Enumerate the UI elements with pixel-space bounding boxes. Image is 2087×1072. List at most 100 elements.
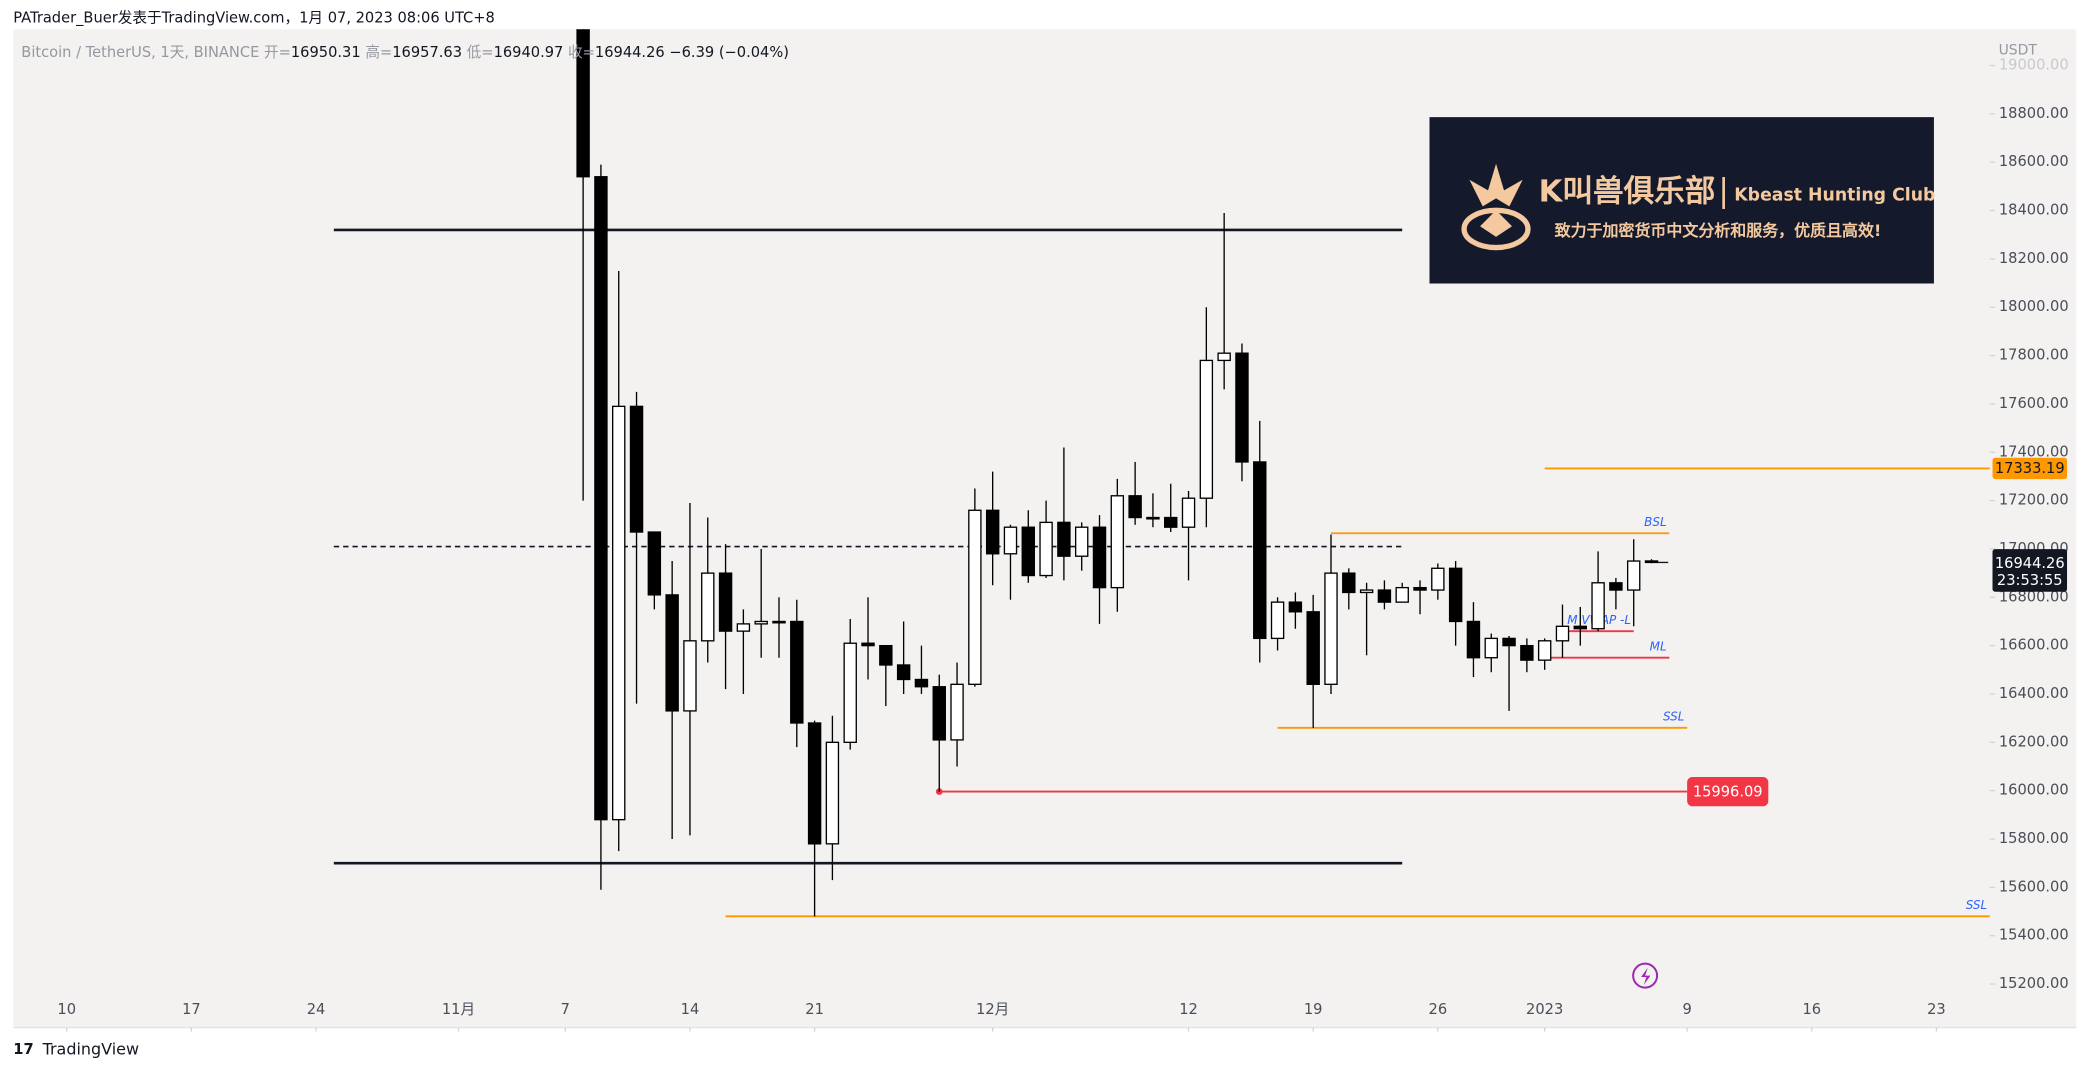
level-label: ML [1650,640,1667,654]
candle-body [612,405,626,821]
x-tick-label: 12月 [976,1001,1009,1018]
candle-body [1110,495,1125,589]
candle-body [594,176,608,821]
legend-ohlc-value: 16957.63 [392,44,462,61]
candle-body [807,722,822,845]
banner: K叫兽俱乐部 Kbeast Hunting Club 致力于加密货币中文分析和服… [1429,117,1935,284]
legend-ohlc-label: 高= [365,44,392,61]
candle-body [1217,352,1231,362]
candle-body [576,29,590,178]
y-tick-label: 16800.00 [1999,588,2069,605]
level-label: SSL [1966,898,1987,912]
legend-change: −6.39 (−0.04%) [669,44,789,61]
legend-ohlc-label: 低= [467,44,494,61]
candle-body [1288,601,1303,613]
candle-body [1626,560,1641,591]
candle-body [1003,526,1018,555]
legend-ohlc-label: 收= [568,44,595,61]
overlay: 15200.00 15400.00 15600.00 15800.00 16000.00… [21,44,2069,1032]
y-tick-label: 17400.00 [1999,443,2069,460]
candle-body [1573,625,1588,630]
candle-body [1128,495,1142,519]
legend-ohlc-value: 16944.26 [595,44,665,61]
x-tick-label: 9 [1682,1001,1691,1018]
x-tick-label: 21 [805,1001,824,1018]
candle-body [1520,644,1534,661]
footer: 𝟭𝟳 TradingView [13,1040,139,1059]
price-tag [1687,776,1769,807]
x-tick-label: 14 [681,1001,700,1018]
candle-body [1270,601,1285,640]
candle-body [1253,461,1267,640]
candle-body [932,686,946,741]
candle-body [1074,526,1089,557]
y-tick-label: 18600.00 [1999,153,2069,170]
candle-body [718,572,733,632]
last-price-label: 16944.26 [1995,555,2065,572]
candle-body [1199,359,1214,499]
candle-body [1092,526,1107,589]
logo-horns [1469,163,1523,207]
y-tick-label: 15200.00 [1999,975,2069,992]
candle-body [1466,620,1481,659]
candle-body [1502,637,1516,647]
candle-body [1306,611,1320,685]
level-label: SSL [1663,710,1684,724]
banner-title: K叫兽俱乐部 [1539,175,1716,210]
candle-body [1448,567,1463,623]
price-tag-label: 17333.19 [1995,460,2065,477]
candle-body [790,620,804,724]
price-tag [1992,457,2068,480]
candle-body [736,623,751,632]
y-tick-label: 15400.00 [1999,927,2069,944]
candle-body [701,572,715,642]
x-tick-label: 12 [1179,1001,1198,1018]
x-tick-label: 2023 [1526,1001,1563,1018]
last-price-tag [1992,549,2068,592]
y-tick-label: 18000.00 [1999,298,2069,315]
candle-body [896,664,911,681]
x-tick-label: 11月 [442,1001,475,1018]
y-tick-label: 17200.00 [1999,492,2069,509]
x-tick-label: 16 [1802,1001,1821,1018]
candle-body [1181,497,1196,528]
candle-body [1146,516,1160,520]
candle-body [968,509,982,685]
footer-logo: 𝟭𝟳 [13,1041,33,1058]
y-tick-label: 19000.00 [1999,57,2069,74]
x-tick-label: 26 [1429,1001,1448,1018]
candle-body [1164,516,1178,528]
candle-body [879,644,893,666]
candle-body [1342,572,1356,594]
icon-ring [1632,962,1659,989]
candle-body [772,620,786,624]
y-tick-label: 15600.00 [1999,878,2069,895]
candle-body [985,509,1000,555]
candle-body [754,620,768,625]
y-tick-label: 18200.00 [1999,250,2069,267]
banner-box [1429,117,1934,284]
candle-body [665,594,679,712]
candle-body [1431,567,1445,591]
x-tick-label: 7 [561,1001,570,1018]
candle-body [1484,637,1498,659]
y-tick-label: 16200.00 [1999,733,2069,750]
candle-body [950,683,964,741]
candle-body [1537,640,1552,661]
legend-symbol: Bitcoin / TetherUS, 1天, BINANCE [21,44,259,61]
candle-body [1609,582,1623,591]
candle-body [1057,521,1071,557]
candle-body [1395,586,1409,603]
candle-body [1235,352,1249,463]
candle-body [861,642,875,647]
candle-body [1413,586,1427,591]
header-text: PATrader_Buer发表于TradingView.com，1月 07, 2… [13,10,495,27]
candle-body [1377,589,1392,603]
footer-brand: TradingView [42,1040,139,1059]
countdown: 23:53:55 [1997,572,2063,589]
logo-face [1480,210,1513,237]
x-tick-label: 23 [1927,1001,1946,1018]
candle-body [683,640,697,712]
